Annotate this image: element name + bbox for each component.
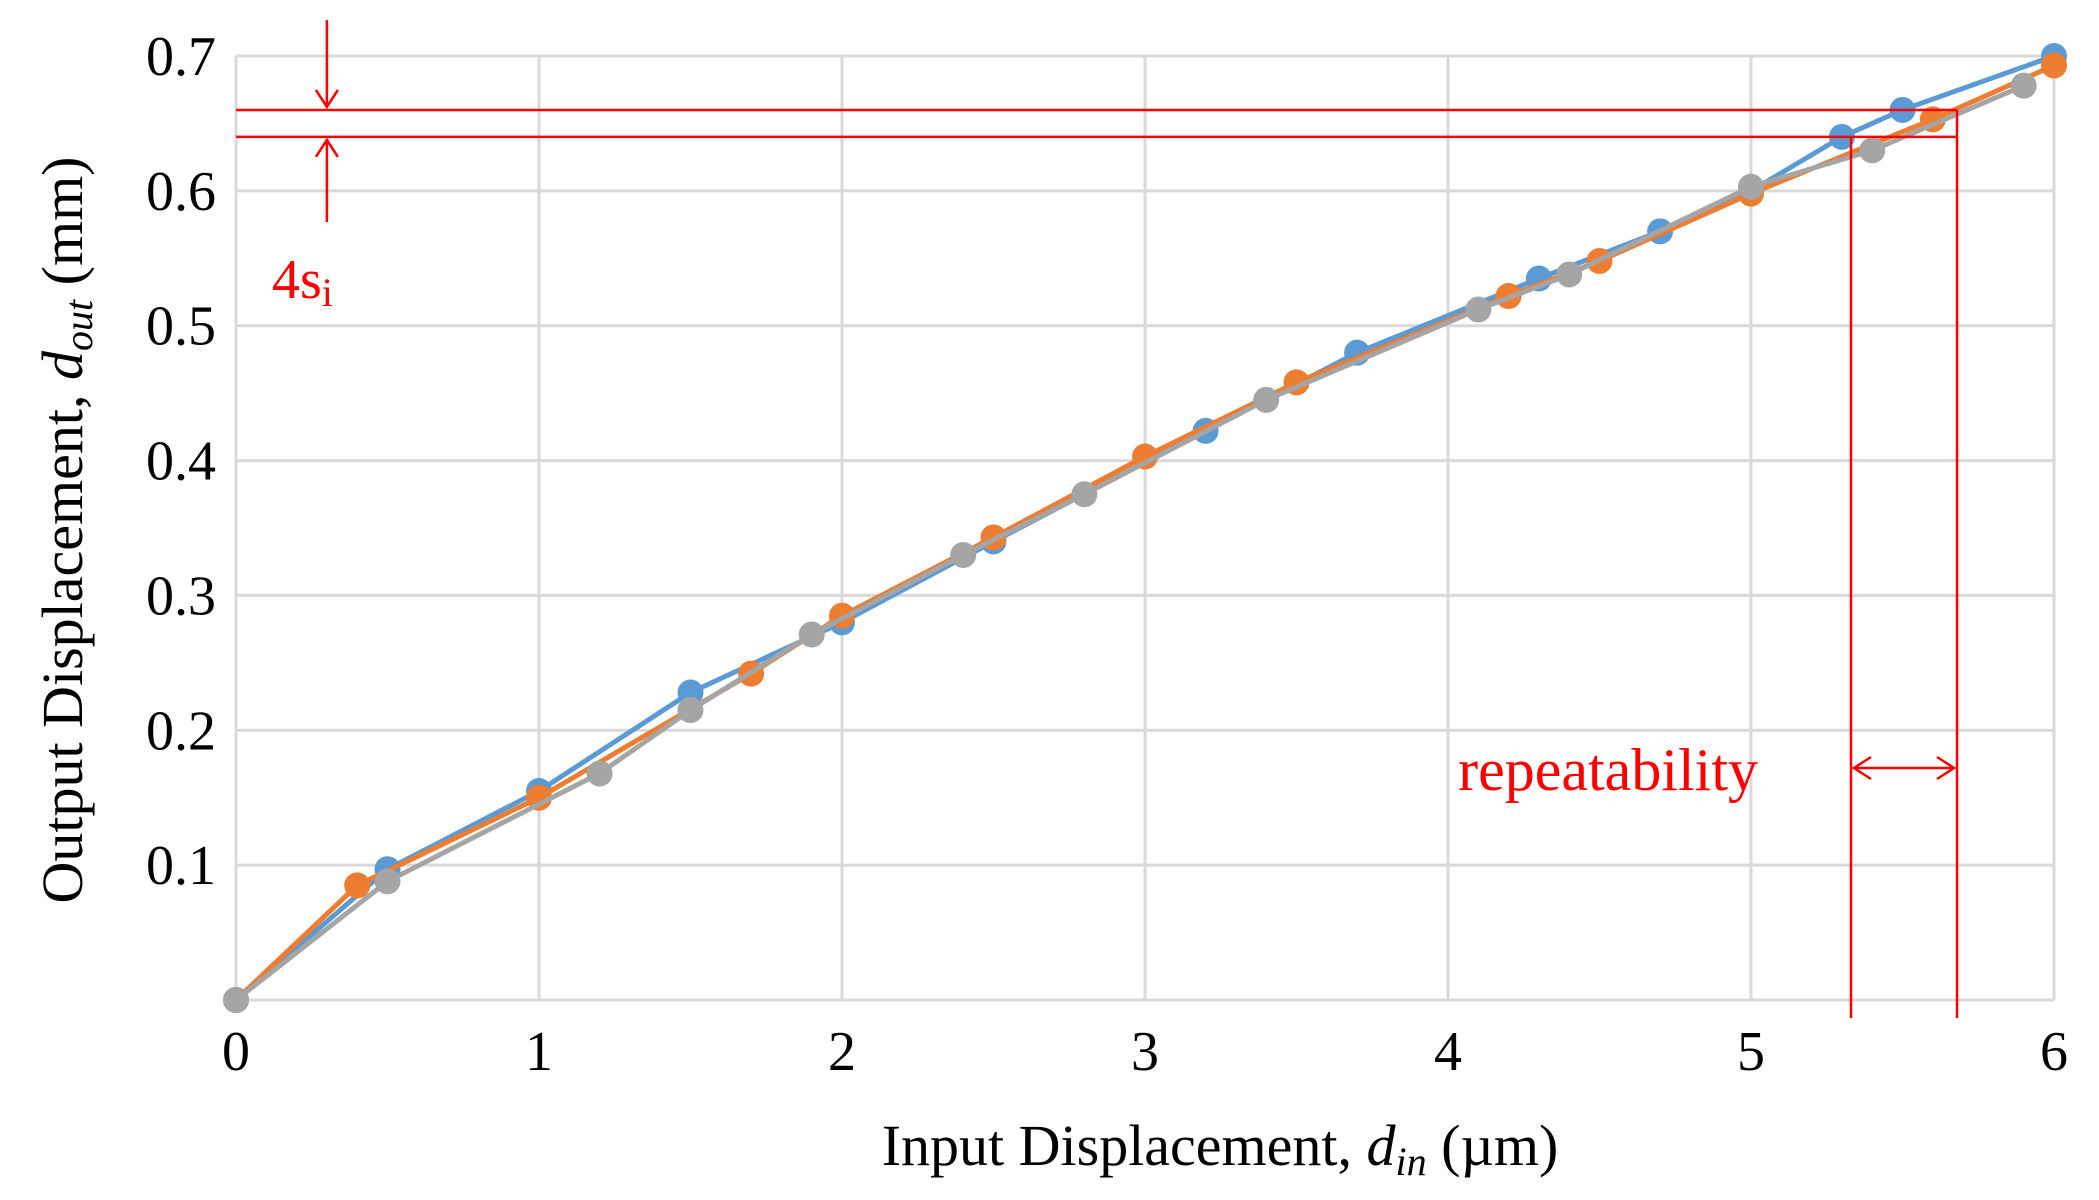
y-tick-label: 0.6 bbox=[146, 161, 216, 223]
series-2-point bbox=[526, 784, 552, 811]
series-3-point bbox=[223, 987, 249, 1013]
y-tick-label: 0.2 bbox=[146, 700, 216, 762]
repeatability-annotation-label: repeatability bbox=[1458, 737, 1758, 803]
si-annotation-label: 4si bbox=[272, 249, 333, 315]
x-tick-label: 5 bbox=[1737, 1021, 1765, 1083]
axis-layer: 0 1 2 3 4 5 6 0.1 0.2 0.3 0.4 0.5 0.6 0.7 bbox=[146, 26, 2068, 1083]
series-3-point bbox=[1465, 296, 1492, 323]
series-3-point bbox=[586, 760, 613, 787]
repeatability-arrow-left-head bbox=[1851, 755, 1872, 781]
series-2-point bbox=[1132, 443, 1158, 470]
series-3-point bbox=[1253, 386, 1280, 413]
x-tick-label: 4 bbox=[1434, 1021, 1462, 1083]
y-tick-label: 0.5 bbox=[146, 296, 216, 358]
y-tick-label: 0.1 bbox=[146, 835, 216, 897]
x-tick-label: 2 bbox=[828, 1021, 856, 1083]
series-3-point bbox=[1556, 261, 1583, 288]
repeatability-arrow-right-head bbox=[1936, 755, 1957, 781]
x-axis-title: Input Displacement, din (µm) bbox=[882, 1113, 1559, 1184]
series-line-3 bbox=[234, 83, 2025, 1002]
series-3-point bbox=[2010, 72, 2037, 99]
series-3-point bbox=[1071, 481, 1098, 508]
series-3-point bbox=[374, 868, 401, 895]
series-3-point bbox=[677, 697, 704, 724]
x-tick-label: 3 bbox=[1131, 1021, 1159, 1083]
x-tick-label: 0 bbox=[222, 1021, 250, 1083]
series-2-point bbox=[344, 872, 371, 899]
y-axis-title: Output Displacement, dout (mm) bbox=[30, 157, 101, 904]
series-2-point bbox=[2041, 52, 2067, 79]
series-3-point bbox=[1859, 137, 1886, 164]
series-3-point bbox=[798, 621, 825, 648]
series-layer bbox=[223, 43, 2067, 1013]
grid-layer bbox=[234, 54, 2056, 1000]
y-tick-label: 0.4 bbox=[146, 431, 216, 493]
series-3-point bbox=[1738, 173, 1764, 200]
y-tick-label: 0.3 bbox=[146, 565, 216, 627]
si-arrow-up-head bbox=[314, 137, 339, 158]
si-arrow-down-head bbox=[314, 89, 339, 110]
x-tick-label: 6 bbox=[2040, 1021, 2068, 1083]
annotation-layer bbox=[236, 20, 1959, 1018]
y-tick-label: 0.7 bbox=[146, 26, 216, 88]
x-tick-label: 1 bbox=[525, 1021, 553, 1083]
series-3-point bbox=[950, 541, 977, 568]
